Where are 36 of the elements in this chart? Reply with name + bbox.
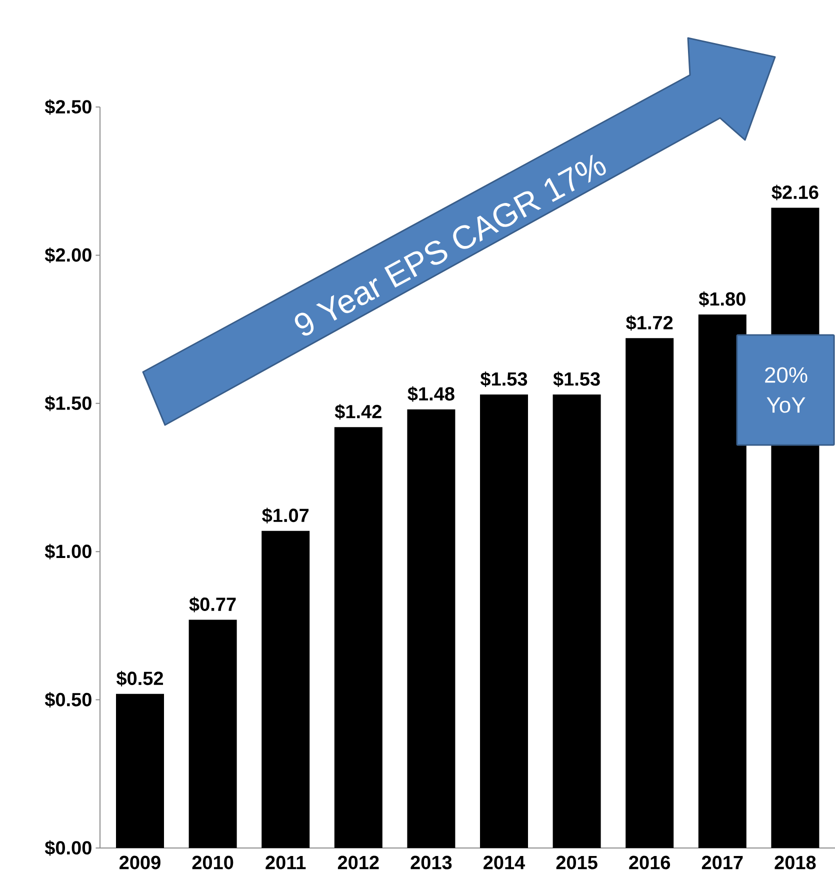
y-tick-label: $1.00 — [44, 544, 92, 560]
data-label: $1.07 — [262, 508, 309, 524]
x-tick-label: 2018 — [774, 856, 816, 870]
x-tick-label: 2010 — [192, 856, 234, 870]
bar — [334, 427, 382, 848]
bar — [188, 620, 237, 848]
bar — [698, 314, 746, 848]
data-label: $1.72 — [626, 315, 673, 331]
data-label: $1.48 — [408, 386, 454, 402]
x-tick-label: 2012 — [338, 856, 379, 870]
y-tick-label: $1.50 — [44, 396, 92, 412]
data-label: $1.53 — [553, 371, 600, 387]
x-tick-label: 2009 — [120, 856, 160, 870]
x-tick-label: 2016 — [629, 856, 670, 870]
y-tick-label: $2.50 — [44, 99, 92, 115]
bar — [116, 694, 164, 848]
bar — [626, 338, 674, 848]
x-tick-label: 2015 — [556, 856, 598, 870]
y-tick-label: $0.50 — [44, 692, 92, 708]
data-label: $1.53 — [480, 371, 528, 387]
x-tick-label: 2013 — [410, 856, 452, 870]
data-label: $1.80 — [698, 291, 746, 307]
x-tick-label: 2011 — [266, 856, 306, 870]
data-label: $1.42 — [334, 404, 382, 420]
bar — [480, 394, 528, 848]
y-tick-label: $2.00 — [44, 247, 92, 263]
bar — [552, 394, 601, 848]
data-label: $0.77 — [189, 596, 236, 612]
data-label: $0.52 — [116, 670, 164, 686]
annotation: 20% YoY — [765, 367, 808, 413]
bar — [262, 530, 310, 848]
x-tick-label: 2014 — [484, 856, 526, 870]
bar — [407, 409, 456, 848]
x-tick-label: 2017 — [702, 856, 743, 870]
y-tick-label: $0.00 — [44, 840, 92, 856]
data-label: $2.16 — [772, 184, 818, 200]
